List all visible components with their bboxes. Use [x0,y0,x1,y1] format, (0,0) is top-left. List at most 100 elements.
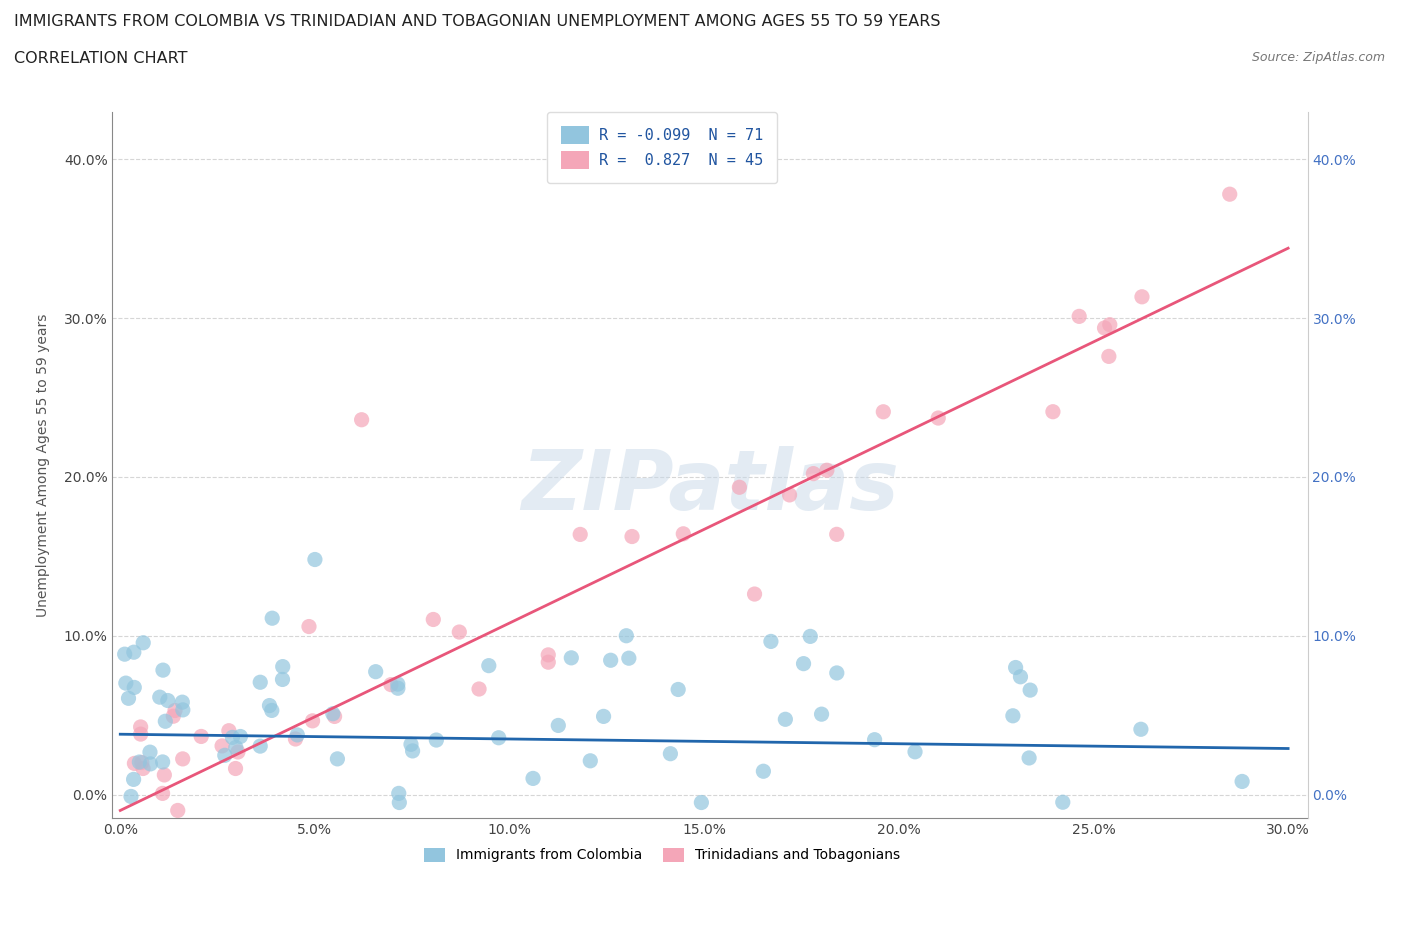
Point [221,730,243,745]
Text: ZIPatlas: ZIPatlas [522,445,898,526]
Point [621,529,644,544]
Point [172,702,194,717]
Point [260,703,283,718]
Point [152,663,174,678]
Point [226,745,249,760]
Point [162,709,184,724]
Point [399,737,422,751]
Point [488,730,510,745]
Point [149,690,172,705]
Point [1098,317,1121,332]
Point [799,629,821,644]
Point [779,487,801,502]
Point [153,767,176,782]
Point [1019,683,1042,698]
Point [752,764,775,778]
Point [1130,289,1153,304]
Point [172,751,194,766]
Point [387,677,409,692]
Point [218,724,240,738]
Point [262,611,284,626]
Point [793,657,815,671]
Point [152,786,174,801]
Point [322,706,344,721]
Legend: Immigrants from Colombia, Trinidadians and Tobagonians: Immigrants from Colombia, Trinidadians a… [419,842,905,868]
Point [301,713,323,728]
Point [388,795,411,810]
Point [128,754,150,769]
Point [560,650,582,665]
Point [124,756,146,771]
Point [132,635,155,650]
Point [117,691,139,706]
Point [592,709,614,724]
Point [1230,774,1253,789]
Point [214,748,236,763]
Point [211,738,233,753]
Point [547,718,569,733]
Point [422,612,444,627]
Point [1098,349,1121,364]
Point [863,732,886,747]
Point [271,659,294,674]
Point [122,644,145,659]
Point [1001,709,1024,724]
Point [614,629,637,644]
Point [759,634,782,649]
Point [478,658,501,673]
Point [323,709,346,724]
Point [666,682,689,697]
Point [350,412,373,427]
Point [775,711,797,726]
Point [1219,187,1241,202]
Y-axis label: Unemployment Among Ages 55 to 59 years: Unemployment Among Ages 55 to 59 years [37,313,49,617]
Point [537,655,560,670]
Point [249,738,271,753]
Point [569,527,592,542]
Point [284,732,307,747]
Point [599,653,621,668]
Point [927,411,949,426]
Point [129,720,152,735]
Point [1042,405,1064,419]
Point [904,744,927,759]
Point [1004,660,1026,675]
Point [1094,321,1116,336]
Point [810,707,832,722]
Point [522,771,544,786]
Point [537,647,560,662]
Point [166,803,188,817]
Point [271,672,294,687]
Point [129,726,152,741]
Point [825,527,848,542]
Point [120,789,142,804]
Point [163,703,186,718]
Point [1018,751,1040,765]
Point [152,754,174,769]
Text: IMMIGRANTS FROM COLOMBIA VS TRINIDADIAN AND TOBAGONIAN UNEMPLOYMENT AMONG AGES 5: IMMIGRANTS FROM COLOMBIA VS TRINIDADIAN … [14,14,941,29]
Point [229,729,252,744]
Point [449,625,471,640]
Point [387,681,409,696]
Point [139,745,162,760]
Point [364,664,387,679]
Point [139,756,162,771]
Text: Source: ZipAtlas.com: Source: ZipAtlas.com [1251,51,1385,64]
Point [259,698,281,713]
Point [155,714,177,729]
Point [225,740,247,755]
Point [225,761,247,776]
Point [249,675,271,690]
Point [1129,722,1152,737]
Point [172,695,194,710]
Point [326,751,349,766]
Point [131,755,153,770]
Point [872,405,894,419]
Point [425,733,447,748]
Point [468,682,491,697]
Point [401,743,423,758]
Point [728,480,751,495]
Point [815,463,838,478]
Point [298,619,321,634]
Point [156,693,179,708]
